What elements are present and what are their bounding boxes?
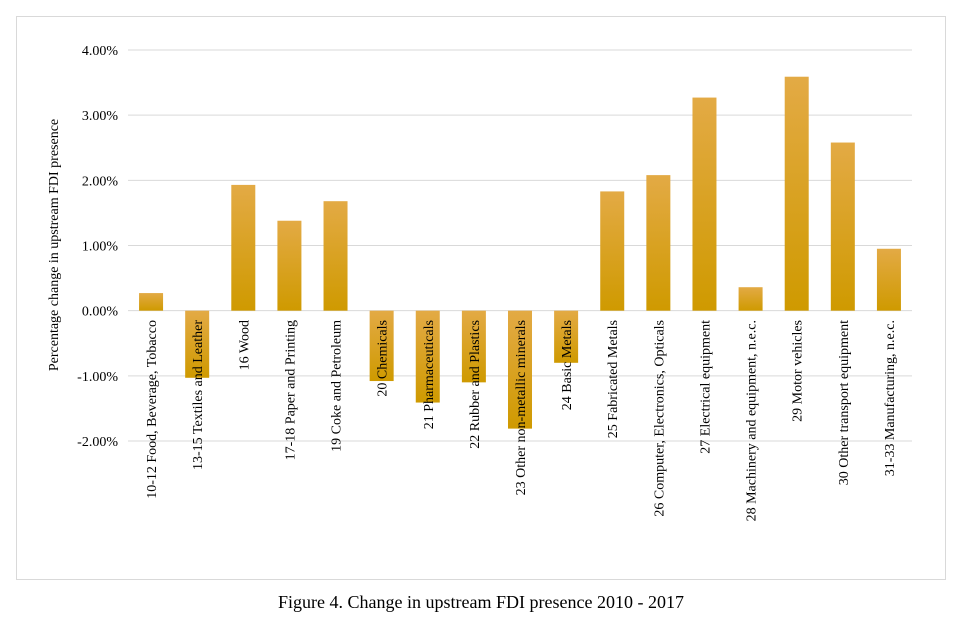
bar	[508, 310, 532, 429]
bar	[600, 191, 625, 311]
bar	[415, 310, 440, 403]
y-tick-label: -1.00%	[77, 370, 118, 385]
y-tick-label: 4.00%	[82, 44, 119, 59]
y-tick-label: 3.00%	[82, 109, 119, 124]
y-tick-label: 0.00%	[82, 305, 119, 320]
category-label: 20 Chemicals	[376, 320, 391, 397]
category-label: 23 Other non-metallic minerals	[514, 320, 529, 495]
category-label: 25 Fabricated Metals	[606, 320, 621, 438]
bar	[139, 293, 164, 311]
bar-chart: 4.00% 3.00% 2.00% 1.00% 0.00% -1.00% -2.00% 10…	[47, 44, 912, 522]
bar	[554, 310, 579, 363]
category-label: 19 Coke and Petroleum	[330, 320, 345, 452]
category-label: 28 Machinery and equipment, n.e.c.	[745, 320, 760, 521]
bar	[646, 175, 671, 311]
category-label: 30 Other transport equipment	[837, 320, 852, 485]
y-tick-label: 2.00%	[82, 174, 119, 189]
bar	[185, 310, 210, 378]
bar	[323, 201, 348, 311]
bar	[738, 287, 763, 311]
bar	[876, 248, 901, 311]
bar	[231, 184, 256, 311]
category-label: 10-12 Food, Beverage, Tobacco	[145, 320, 160, 499]
y-tick-label: -2.00%	[77, 435, 118, 450]
category-label: 24 Basic Metals	[560, 320, 575, 410]
category-label: 31-33 Manufacturing, n.e.c.	[883, 320, 898, 476]
x-axis-category-labels: 10-12 Food, Beverage, Tobacco 13-15 Texti…	[145, 320, 898, 522]
bar	[784, 76, 809, 311]
category-label: 17-18 Paper and Printing	[283, 320, 298, 460]
bars	[139, 76, 901, 429]
y-axis-title: Percentage change in upstream FDI presen…	[47, 119, 62, 371]
figure-caption: Figure 4. Change in upstream FDI presenc…	[278, 592, 684, 612]
bar	[692, 97, 717, 311]
bar	[277, 220, 302, 311]
y-tick-label: 1.00%	[82, 240, 119, 255]
bar	[369, 310, 394, 382]
category-label: 13-15 Textiles and Leather	[191, 320, 206, 470]
category-label: 27 Electrical equipment	[698, 320, 713, 454]
category-label: 21 Pharmaceuticals	[422, 320, 437, 429]
category-label: 29 Motor vehicles	[791, 320, 806, 422]
category-label: 16 Wood	[237, 320, 252, 370]
category-label: 22 Rubber and Plastics	[468, 320, 483, 449]
category-label: 26 Computer, Electronics, Opticals	[652, 320, 667, 517]
bar	[830, 142, 855, 311]
y-axis-ticks: 4.00% 3.00% 2.00% 1.00% 0.00% -1.00% -2.00%	[77, 44, 118, 450]
bar	[461, 310, 486, 383]
